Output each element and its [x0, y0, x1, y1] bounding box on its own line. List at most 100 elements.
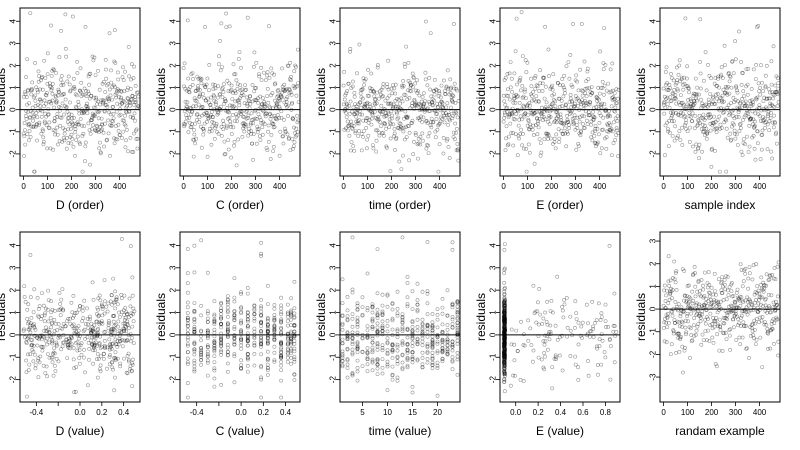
data-point [773, 132, 778, 137]
y-tick-label: 1 [169, 310, 178, 315]
data-point [39, 99, 44, 104]
data-point [420, 339, 425, 344]
data-point [410, 340, 415, 345]
data-point [562, 121, 567, 126]
data-point [397, 108, 401, 113]
data-point [505, 87, 510, 92]
data-point [59, 306, 64, 311]
data-point [229, 132, 234, 136]
data-point [95, 312, 99, 316]
data-point [31, 343, 36, 348]
data-point [248, 94, 253, 99]
data-point [678, 138, 683, 142]
data-point [520, 84, 525, 88]
data-point [542, 137, 547, 142]
data-point [47, 340, 52, 345]
data-point [24, 75, 28, 79]
data-point [225, 302, 230, 307]
data-point [440, 105, 445, 109]
data-point [410, 360, 415, 365]
data-point [199, 313, 204, 318]
data-point [363, 118, 368, 123]
data-point [58, 301, 63, 306]
data-point [578, 67, 583, 72]
data-point [212, 376, 217, 381]
data-point [41, 142, 46, 147]
data-point [133, 95, 138, 99]
data-point [232, 276, 237, 281]
data-point [689, 107, 694, 111]
data-point [701, 130, 706, 135]
data-point [100, 81, 105, 86]
data-point [756, 112, 761, 117]
data-point [353, 110, 358, 115]
data-point [105, 97, 110, 101]
data-point [49, 355, 54, 360]
data-point [669, 342, 674, 347]
data-point [449, 85, 454, 90]
data-point [344, 115, 349, 119]
data-point [512, 71, 517, 76]
data-point [736, 99, 740, 104]
data-point [669, 99, 674, 103]
data-point [33, 327, 38, 332]
data-point [113, 85, 117, 90]
data-point [213, 126, 218, 130]
data-point [113, 328, 117, 333]
data-point [90, 54, 95, 59]
data-point [611, 95, 616, 99]
data-point [116, 324, 120, 329]
data-point [64, 146, 69, 151]
x-axis-label: D (order) [56, 198, 104, 212]
data-point [401, 125, 406, 130]
data-point [579, 102, 584, 107]
data-point [284, 97, 289, 101]
data-point [265, 349, 270, 354]
data-point [502, 116, 507, 120]
data-point [369, 71, 374, 76]
data-point [572, 105, 577, 109]
data-point [679, 305, 684, 310]
data-point [586, 373, 591, 378]
data-point [418, 102, 423, 107]
data-point [120, 136, 124, 140]
data-point [594, 144, 598, 149]
data-point [580, 98, 585, 103]
data-point [53, 308, 57, 313]
data-point [25, 88, 30, 93]
data-point [281, 141, 286, 146]
data-point [708, 121, 713, 126]
data-point [295, 120, 300, 125]
data-point [692, 264, 697, 269]
data-point [196, 76, 201, 81]
data-point [35, 90, 40, 95]
data-point [765, 147, 770, 152]
data-point [73, 92, 78, 97]
data-point [398, 124, 403, 129]
data-point [209, 95, 214, 100]
data-point [565, 334, 570, 339]
data-point [386, 58, 391, 63]
y-tick-label: 1 [329, 310, 338, 315]
data-point [702, 103, 707, 108]
data-point [718, 74, 723, 79]
data-point [273, 81, 278, 86]
data-point [27, 122, 32, 127]
data-point [551, 98, 556, 102]
data-point [417, 93, 422, 98]
data-point [424, 146, 429, 151]
data-point [735, 143, 740, 147]
data-point [543, 339, 548, 344]
data-point [107, 321, 112, 325]
data-point [112, 313, 117, 318]
data-point [350, 316, 355, 321]
data-point [559, 121, 564, 125]
data-point [727, 113, 732, 117]
data-point [696, 146, 700, 151]
data-point [246, 98, 251, 103]
data-point [50, 338, 55, 342]
x-tick-label: 0.2 [533, 408, 545, 417]
data-point [565, 129, 570, 134]
data-point [46, 319, 51, 324]
data-point [693, 92, 697, 97]
